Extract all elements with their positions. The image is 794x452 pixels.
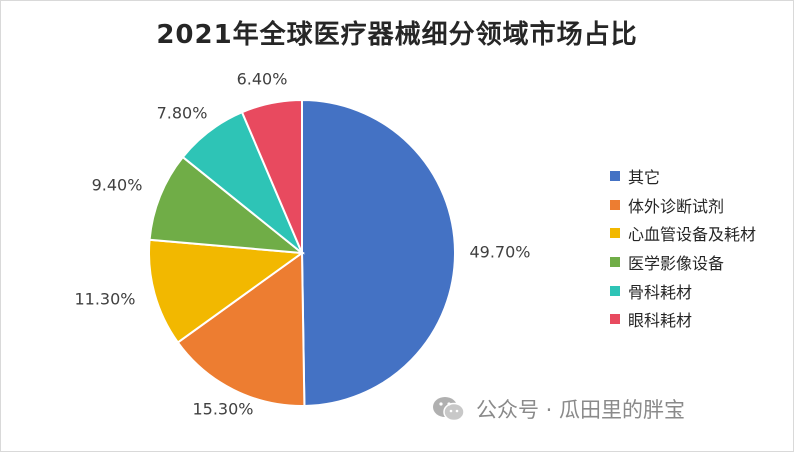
data-label-2: 15.30% xyxy=(192,400,253,419)
legend-label: 其它 xyxy=(628,168,661,188)
pie-slice-6 xyxy=(240,98,303,254)
legend-label: 眼科耗材 xyxy=(628,311,693,331)
legend-swatch xyxy=(610,171,620,182)
chart-title: 2021年全球医疗器械细分领域市场占比 xyxy=(156,20,638,50)
legend-label: 体外诊断试剂 xyxy=(628,196,725,216)
pie-slice-3 xyxy=(148,238,305,344)
legend-swatch xyxy=(610,285,620,296)
chart-legend: 其它体外诊断试剂心血管设备及耗材 医学影像设备 骨科耗材眼科耗材 xyxy=(610,162,756,334)
legend-item-1: 其它 xyxy=(610,162,756,191)
legend-swatch xyxy=(610,257,620,268)
legend-item-4: 医学影像设备 xyxy=(610,248,756,277)
pie-slice-4 xyxy=(148,155,306,255)
legend-item-6: 眼科耗材 xyxy=(610,305,756,334)
data-label-1: 49.70% xyxy=(469,243,530,262)
legend-swatch xyxy=(610,314,620,325)
watermark-text: 公众号 · 瓜田里的胖宝 xyxy=(476,398,686,422)
legend-item-5: 骨科耗材 xyxy=(610,276,756,305)
data-label-4: 9.40% xyxy=(92,176,143,195)
legend-swatch xyxy=(610,199,620,210)
pie-slice-2 xyxy=(176,251,306,407)
legend-label: 心血管设备及耗材 xyxy=(628,225,757,245)
data-label-3: 11.30% xyxy=(74,290,135,309)
legend-label: 医学影像设备 xyxy=(628,254,725,274)
watermark: 公众号 · 瓜田里的胖宝 xyxy=(432,394,685,424)
legend-item-3: 心血管设备及耗材 xyxy=(610,219,756,248)
legend-swatch xyxy=(610,228,620,239)
legend-item-2: 体外诊断试剂 xyxy=(610,191,756,220)
pie-slice-1 xyxy=(301,98,456,407)
data-label-6: 6.40% xyxy=(237,70,288,89)
data-label-5: 7.80% xyxy=(157,104,208,123)
legend-label: 骨科耗材 xyxy=(628,282,693,302)
wechat-icon xyxy=(433,397,465,422)
